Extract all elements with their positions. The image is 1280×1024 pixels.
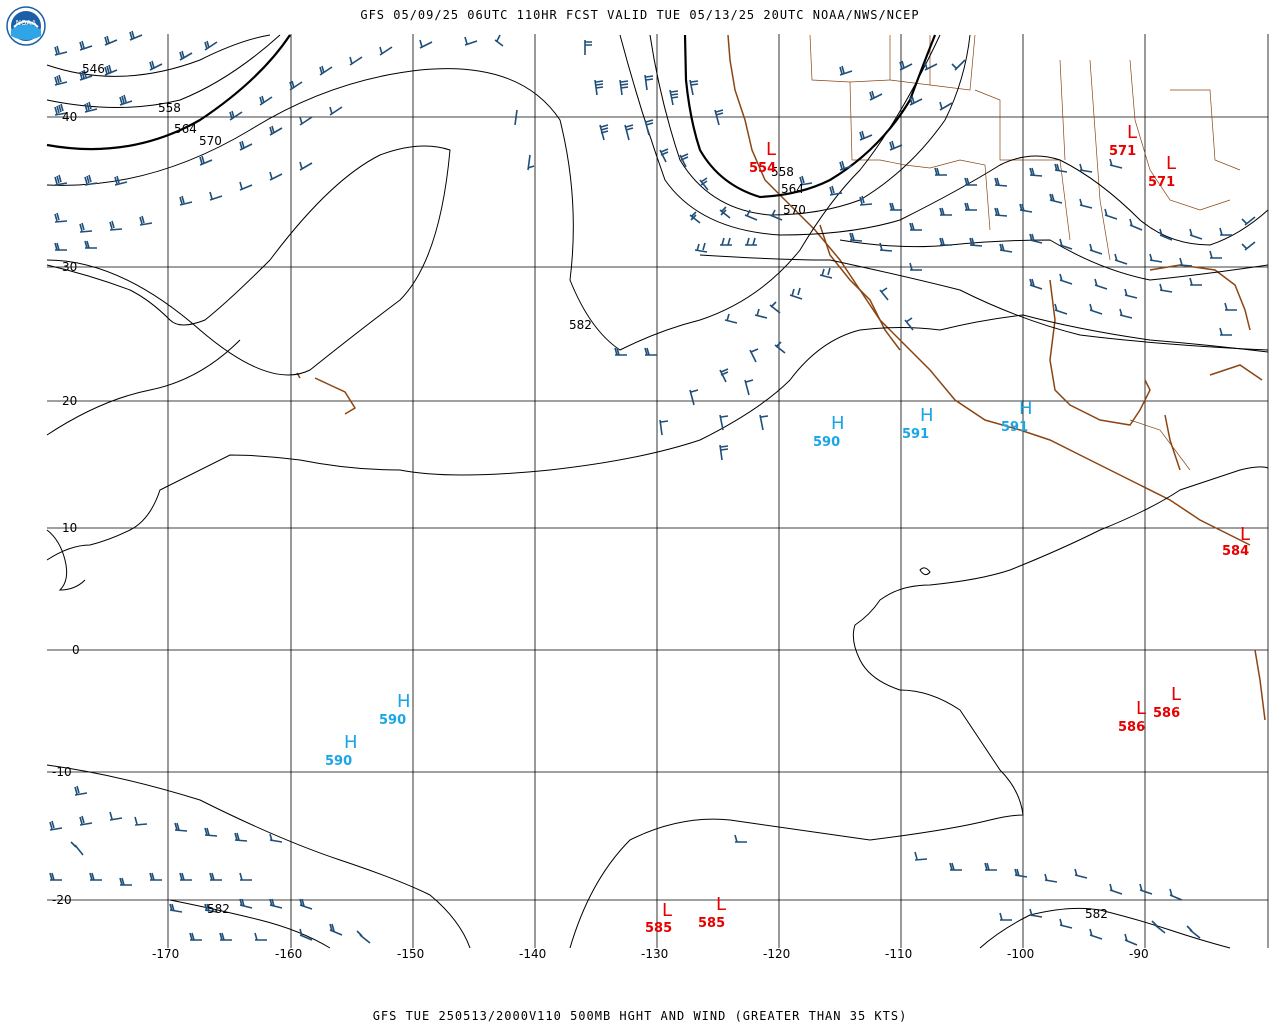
lat-label: -10 (52, 765, 72, 779)
low-marker: L (766, 139, 776, 160)
lat-label: 0 (72, 643, 80, 657)
wind-barbs (49, 30, 1256, 946)
low-value: 571 (1109, 144, 1136, 159)
lat-label: 30 (62, 260, 77, 274)
high-pressure-centers: H 590 H 591 H 591 H 590 H 590 (325, 398, 1033, 769)
low-value: 585 (698, 916, 725, 931)
noaa-logo-icon: NOAA (6, 6, 46, 46)
contour-label: 582 (1085, 907, 1108, 921)
lat-label: 10 (62, 521, 77, 535)
lon-label: -150 (397, 947, 424, 961)
height-contours (46, 34, 1269, 949)
contour-labels: 546 558 564 570 582 558 564 570 582 582 (82, 62, 1108, 921)
lon-label: -170 (152, 947, 179, 961)
contour-label: 558 (771, 165, 794, 179)
low-pressure-centers: L 554 L 571 L 571 L 584 L 586 L 586 L 58… (645, 122, 1250, 936)
high-value: 590 (813, 435, 840, 450)
contour-label: 564 (781, 182, 804, 196)
high-value: 591 (1001, 420, 1028, 435)
low-value: 586 (1118, 720, 1145, 735)
high-marker: H (397, 691, 411, 712)
map-footer: GFS TUE 250513/2000V110 500MB HGHT AND W… (372, 1009, 908, 1023)
low-value: 586 (1153, 706, 1180, 721)
lat-lon-grid (47, 34, 1269, 948)
low-value: 554 (749, 161, 776, 176)
lat-label: 20 (62, 394, 77, 408)
contour-label: 582 (569, 318, 592, 332)
high-marker: H (920, 405, 934, 426)
lat-label: -20 (52, 893, 72, 907)
lon-label: -100 (1007, 947, 1034, 961)
low-marker: L (662, 900, 672, 921)
contour-label: 582 (207, 902, 230, 916)
lon-label: -120 (763, 947, 790, 961)
low-marker: L (1171, 684, 1181, 705)
low-marker: L (1240, 524, 1250, 545)
high-value: 590 (379, 713, 406, 728)
high-marker: H (831, 413, 845, 434)
low-value: 571 (1148, 175, 1175, 190)
lat-label: 40 (62, 110, 77, 124)
low-value: 584 (1222, 544, 1249, 559)
map-title: GFS 05/09/25 06UTC 110HR FCST VALID TUE … (360, 8, 920, 22)
high-value: 590 (325, 754, 352, 769)
high-value: 591 (902, 427, 929, 442)
contour-label: 546 (82, 62, 105, 76)
contour-label: 570 (783, 203, 806, 217)
lon-label: -140 (519, 947, 546, 961)
lon-label: -90 (1129, 947, 1149, 961)
high-marker: H (1019, 398, 1033, 419)
low-marker: L (1127, 122, 1137, 143)
state-borders (809, 34, 1241, 471)
svg-text:NOAA: NOAA (16, 19, 37, 27)
low-marker: L (1136, 698, 1146, 719)
low-marker: L (1166, 153, 1176, 174)
contour-label: 570 (199, 134, 222, 148)
lon-axis-labels: -170 -160 -150 -140 -130 -120 -110 -100 … (152, 947, 1149, 961)
contour-label: 564 (174, 122, 197, 136)
lon-label: -110 (885, 947, 912, 961)
low-value: 585 (645, 921, 672, 936)
lon-label: -160 (275, 947, 302, 961)
lat-axis-labels: 40 30 20 10 0 -10 -20 (52, 110, 80, 907)
high-marker: H (344, 732, 358, 753)
coastlines (296, 34, 1266, 721)
lon-label: -130 (641, 947, 668, 961)
contour-label: 558 (158, 101, 181, 115)
low-marker: L (716, 894, 726, 915)
